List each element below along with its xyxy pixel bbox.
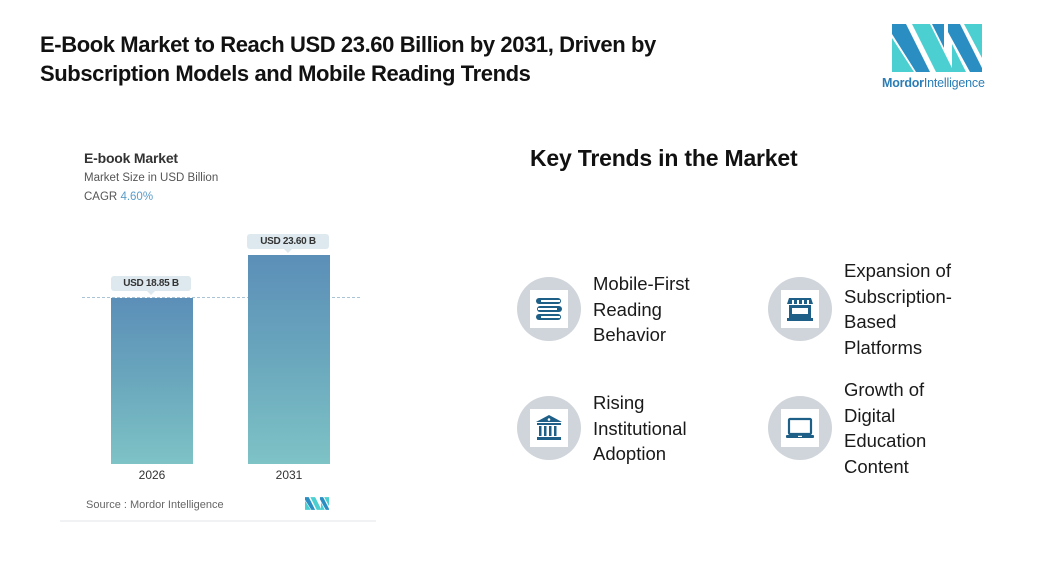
headline-line-2: Subscription Models and Mobile Reading T…	[40, 61, 531, 86]
laptop-icon	[786, 417, 814, 438]
institution-icon	[536, 415, 562, 441]
trend-label: Rising Institutional Adoption	[593, 392, 687, 464]
logo-wordmark: MordorIntelligence	[882, 76, 985, 90]
source-note: Source : Mordor Intelligence	[86, 499, 224, 511]
trend-label: Growth of Digital Education Content	[844, 379, 927, 477]
trend-icon-badge	[768, 277, 832, 341]
trend-item-institutional-adoption: Rising Institutional Adoption	[517, 390, 687, 467]
trend-icon-badge	[517, 277, 581, 342]
storefront-icon	[787, 298, 813, 321]
trend-item-subscription-platforms: Expansion of Subscription- Based Platfor…	[768, 258, 952, 360]
logo-mark-icon	[892, 24, 982, 72]
reference-dashed-line	[82, 297, 360, 298]
books-stack-icon	[536, 298, 562, 321]
x-tick-2031: 2031	[275, 468, 303, 482]
trend-label: Mobile-First Reading Behavior	[593, 273, 690, 345]
bar-2026	[111, 298, 193, 464]
chart-title: E-book Market	[84, 150, 178, 166]
data-label-2026: USD 18.85 B	[111, 276, 191, 295]
trend-icon-badge	[768, 396, 832, 460]
headline: E-Book Market to Reach USD 23.60 Billion…	[40, 30, 840, 88]
trends-title: Key Trends in the Market	[530, 145, 798, 171]
trend-label: Expansion of Subscription- Based Platfor…	[844, 260, 952, 358]
market-chart-card: E-book Market Market Size in USD Billion…	[60, 138, 376, 522]
chart-subtitle: Market Size in USD Billion	[84, 172, 219, 184]
x-tick-2026: 2026	[138, 468, 166, 482]
cagr-label: CAGR	[84, 191, 118, 203]
headline-line-1: E-Book Market to Reach USD 23.60 Billion…	[40, 32, 656, 57]
mini-logo-icon	[305, 497, 329, 510]
trend-item-mobile-first: Mobile-First Reading Behavior	[517, 271, 690, 348]
cagr-line: CAGR 4.60%	[84, 191, 153, 203]
bar-2031	[248, 255, 330, 464]
trend-item-digital-education: Growth of Digital Education Content	[768, 377, 926, 479]
trend-icon-badge	[517, 396, 581, 461]
cagr-value: 4.60%	[120, 191, 154, 203]
mordor-intelligence-logo: MordorIntelligence	[880, 24, 995, 94]
data-label-2031: USD 23.60 B	[247, 234, 329, 253]
